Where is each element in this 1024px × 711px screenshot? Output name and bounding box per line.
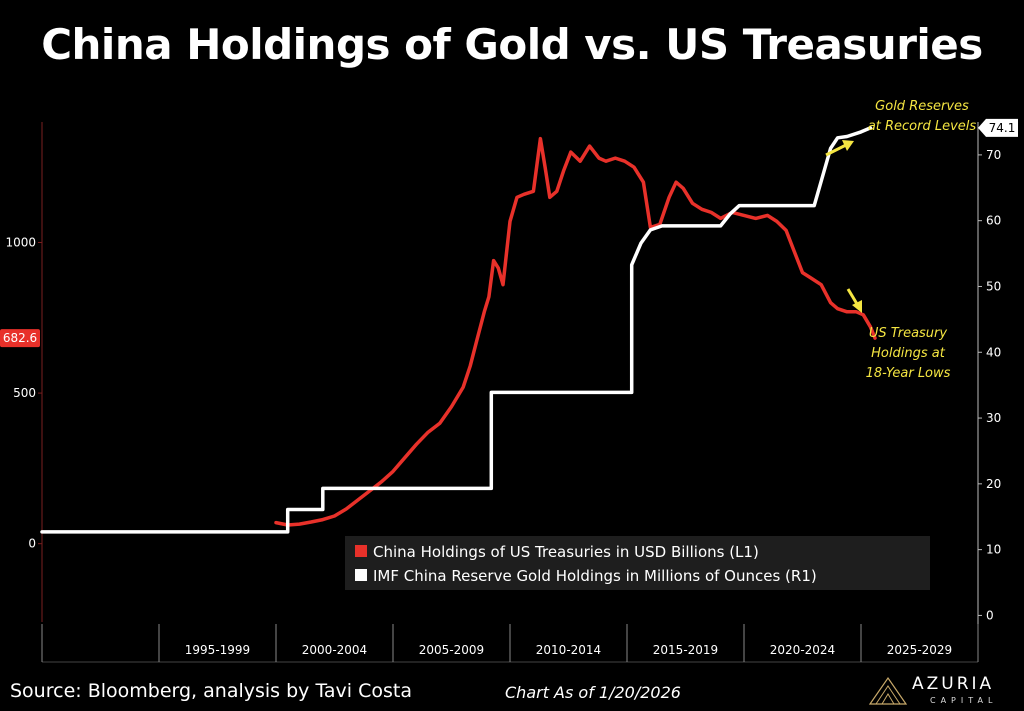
x-tick-label: 2020-2024 bbox=[770, 643, 835, 657]
left-tick-label: 1000 bbox=[5, 235, 36, 249]
legend-label-1: China Holdings of US Treasuries in USD B… bbox=[373, 543, 759, 561]
source-note: Source: Bloomberg, analysis by Tavi Cost… bbox=[10, 680, 412, 702]
left-last-value-badge bbox=[0, 329, 40, 348]
right-tick-label: 0 bbox=[986, 608, 994, 622]
chart-date: Chart As of 1/20/2026 bbox=[505, 683, 681, 702]
right-tick-label: 30 bbox=[986, 411, 1001, 425]
legend-box bbox=[345, 536, 930, 590]
series-line-2 bbox=[40, 126, 873, 534]
left-last-value-label: 682.6 bbox=[3, 331, 37, 345]
x-tick-label: 1995-1999 bbox=[185, 643, 250, 657]
annotation-gold-arrow-shaft bbox=[825, 143, 847, 157]
right-tick-label: 20 bbox=[986, 477, 1001, 491]
annotation-gold-arrow-head bbox=[842, 140, 854, 151]
chart-title: China Holdings of Gold vs. US Treasuries bbox=[41, 20, 983, 69]
annotation-gold-line-1: Gold Reserves bbox=[875, 99, 969, 114]
x-tick-label: 2000-2004 bbox=[302, 643, 367, 657]
right-last-value-label: 74.1 bbox=[989, 121, 1016, 135]
annotation-treasury-arrow-head bbox=[852, 300, 862, 313]
right-tick-label: 10 bbox=[986, 543, 1001, 557]
legend-swatch-1 bbox=[355, 545, 367, 557]
right-tick-label: 70 bbox=[986, 148, 1001, 162]
right-tick-label: 40 bbox=[986, 345, 1001, 359]
left-tick-label: 0 bbox=[28, 537, 36, 551]
annotation-treasury-arrow-shaft bbox=[846, 288, 859, 305]
x-tick-label: 2010-2014 bbox=[536, 643, 601, 657]
legend-label-2: IMF China Reserve Gold Holdings in Milli… bbox=[373, 567, 817, 585]
right-tick-label: 60 bbox=[986, 214, 1001, 228]
annotation-treasury-line-2: Holdings at bbox=[871, 346, 946, 361]
legend-swatch-2 bbox=[355, 569, 367, 581]
x-tick-label: 2015-2019 bbox=[653, 643, 718, 657]
x-tick-label: 2005-2009 bbox=[419, 643, 484, 657]
annotation-treasury-line-1: US Treasury bbox=[869, 326, 947, 341]
annotation-gold-line-2: at Record Levels bbox=[868, 119, 977, 134]
brand-logo: AZURIA CAPITAL bbox=[868, 672, 1018, 708]
annotation-treasury-line-3: 18-Year Lows bbox=[866, 366, 951, 381]
brand-name: AZURIA bbox=[912, 674, 995, 694]
series-line-1 bbox=[274, 136, 877, 527]
x-tick-label: 2025-2029 bbox=[887, 643, 952, 657]
left-tick-label: 500 bbox=[13, 386, 36, 400]
mountain-icon bbox=[868, 676, 908, 705]
right-tick-label: 50 bbox=[986, 279, 1001, 293]
right-last-value-badge bbox=[978, 118, 1018, 137]
brand-sub: CAPITAL bbox=[930, 696, 998, 705]
